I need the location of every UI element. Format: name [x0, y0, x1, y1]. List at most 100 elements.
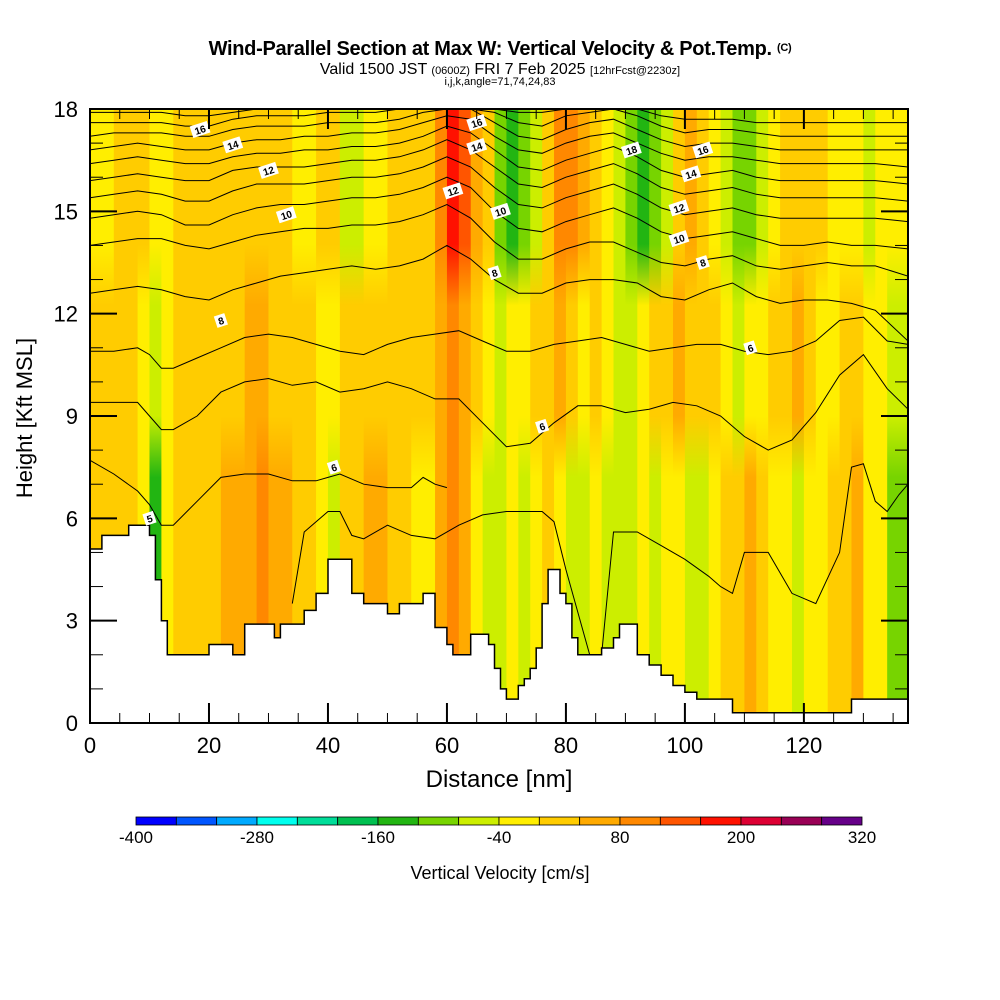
colorbar-swatch [579, 816, 621, 826]
contour-label-text: 16 [470, 117, 484, 131]
y-tick-label: 15 [54, 199, 78, 224]
contour-label-bg [222, 136, 244, 154]
colorbar-swatch [175, 816, 218, 826]
colorbar-swatch [417, 816, 460, 826]
contour-label: 16 [466, 114, 488, 132]
contour-label: 14 [680, 165, 702, 183]
w-band [458, 109, 472, 723]
x-tick-label: 20 [197, 733, 221, 758]
w-band [494, 109, 508, 723]
contour-label-bg [466, 114, 488, 132]
w-band [446, 109, 460, 723]
contour-label-bg [442, 182, 464, 200]
contour-label-bg [189, 120, 211, 138]
w-band [518, 109, 531, 723]
contour-label-text: 16 [696, 144, 710, 158]
contour-label-bg [490, 202, 511, 220]
colorbar-tick-label: 80 [611, 828, 630, 847]
theta-contour-9 [90, 203, 908, 277]
colorbar-swatch [216, 816, 258, 826]
colorbar-swatch [700, 816, 742, 826]
w-band [506, 109, 519, 723]
forecast-info: [12hrFcst@2230z] [590, 65, 681, 77]
w-band [589, 109, 603, 723]
colorbar-swatch [256, 816, 298, 826]
w-band [744, 109, 757, 723]
colorbar-tick-label: -160 [361, 828, 395, 847]
colorbar-swatch [821, 816, 863, 826]
w-band [565, 109, 579, 723]
w-band [197, 109, 222, 723]
contour-label: 16 [189, 120, 211, 138]
contour-label: 16 [692, 141, 714, 159]
contour-label-text: 8 [217, 316, 226, 328]
theta-contour-8 [90, 244, 908, 342]
colorbar-swatch [377, 816, 419, 826]
grid-indices: i,j,k,angle=71,74,24,83 [444, 76, 556, 88]
w-band [220, 109, 246, 723]
copyright-mark: (C) [777, 42, 792, 54]
x-tick-label: 0 [84, 733, 96, 758]
w-band [720, 109, 734, 723]
contour-label: 14 [466, 138, 488, 156]
contour-label: 8 [213, 313, 228, 328]
y-tick-label: 3 [66, 609, 78, 634]
colorbar-swatch [538, 816, 581, 826]
contour-label-text: 10 [280, 209, 294, 223]
contour-label-text: 6 [746, 343, 755, 355]
colorbar-tick-label: 200 [727, 828, 755, 847]
colorbar: -400 -280 -160 -40 80 200 320 [119, 816, 876, 847]
colorbar-tick-label: -280 [240, 828, 274, 847]
w-band [684, 109, 698, 723]
colorbar-swatch [619, 816, 661, 826]
valid-time-jst: Valid 1500 JST [319, 61, 427, 78]
contour-label: 6 [535, 418, 550, 434]
theta-contour-6 [90, 353, 908, 451]
contour-label: 12 [442, 182, 464, 200]
theta-contour-15 [90, 109, 908, 151]
contour-label-text: 12 [672, 202, 686, 216]
valid-date: FRI 7 Feb 2025 [474, 61, 586, 78]
contour-label: 10 [490, 202, 511, 220]
contour-label: 5 [142, 510, 157, 526]
contour-label-text: 6 [538, 421, 547, 433]
w-band [815, 109, 829, 723]
contour-label: 8 [695, 255, 710, 270]
w-band [316, 109, 329, 723]
w-band [661, 109, 674, 723]
w-band [756, 109, 769, 723]
w-band [839, 109, 853, 723]
contour-label-text: 18 [625, 144, 639, 158]
w-band [173, 109, 198, 723]
contour-label-bg [668, 199, 690, 217]
contour-label-text: 10 [494, 206, 508, 220]
w-band [470, 109, 484, 723]
theta-contour-5 [90, 459, 448, 526]
colorbar-swatch [780, 816, 823, 826]
w-band [851, 109, 864, 723]
contour-label-text: 12 [446, 185, 460, 199]
contour-label-bg [620, 141, 642, 159]
contour-label-text: 14 [226, 139, 240, 153]
chart-subtitle: Valid 1500 JST (0600Z) FRI 7 Feb 2025 [1… [0, 61, 1000, 79]
contour-label-text: 12 [262, 165, 276, 179]
w-band [708, 109, 722, 723]
x-tick-label: 60 [435, 733, 459, 758]
w-band [863, 109, 876, 723]
y-tick-label: 12 [54, 302, 78, 327]
contour-label-text: 5 [146, 514, 155, 526]
terrain-mask [90, 524, 908, 723]
w-band [791, 109, 805, 723]
w-band [435, 109, 448, 723]
valid-time-utc: (0600Z) [431, 65, 470, 77]
colorbar-swatch [337, 816, 379, 826]
contour-label-text: 10 [672, 233, 686, 247]
x-axis-label: Distance [nm] [425, 766, 573, 793]
contour-label: 12 [258, 161, 279, 179]
colorbar-swatch [659, 816, 702, 826]
colorbar-label: Vertical Velocity [cm/s] [410, 863, 590, 883]
theta-contours [90, 109, 908, 656]
colorbar-swatch [498, 816, 540, 826]
theta-contour-12 [90, 139, 908, 202]
